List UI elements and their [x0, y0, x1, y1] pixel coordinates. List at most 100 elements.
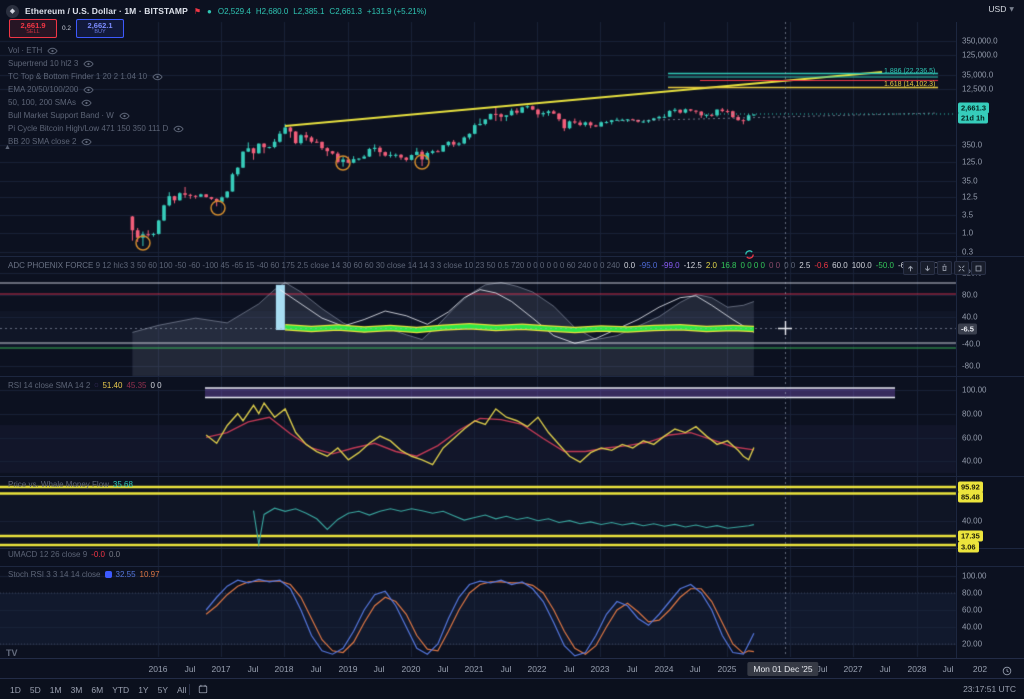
scale-label: 125,000.0	[962, 50, 998, 60]
rsi-pane-title: RSI 14 close SMA 14 2	[8, 381, 91, 390]
legend-collapse-button[interactable]: ▲	[4, 144, 11, 151]
legend-item[interactable]: Bull Market Support Band · W	[8, 109, 184, 122]
indicator-value: 0 0	[784, 261, 796, 270]
time-axis-label: 2024	[654, 664, 674, 674]
adc-pane-header[interactable]: ADC PHOENIX FORCE 9 12 hlc3 3 50 60 100 …	[8, 261, 962, 270]
indicator-value: 35.68	[112, 480, 133, 489]
rsi-pane-header[interactable]: RSI 14 close SMA 14 2 ◌ 51.40 45.35 0 0	[8, 381, 162, 390]
indicator-reload-icon[interactable]	[744, 247, 755, 265]
symbol-header: ◆ Ethereum / U.S. Dollar · 1M · BITSTAMP…	[0, 0, 962, 22]
stoch-icon	[104, 571, 112, 578]
pane-separator[interactable]	[0, 256, 1024, 257]
chevron-down-icon: ▼	[1009, 5, 1014, 13]
crosshair-date-badge: Mon 01 Dec '25	[747, 662, 819, 676]
stoch-pane-header[interactable]: Stoch RSI 3 3 14 14 close 32.55 10.97	[8, 570, 160, 579]
scale-label: 350,000.0	[962, 36, 998, 46]
legend-item[interactable]: Supertrend 10 hl2 3	[8, 57, 184, 70]
time-axis-label: 2022	[527, 664, 547, 674]
ethereum-logo-icon[interactable]: ◆	[6, 4, 19, 18]
time-axis-label: 2021	[464, 664, 484, 674]
open-value: O2,529.4	[217, 6, 251, 16]
legend-item-label: Pi Cycle Bitcoin High/Low 471 150 350 11…	[8, 124, 169, 133]
legend-item[interactable]: Vol · ETH	[8, 44, 184, 57]
legend-item-label: Supertrend 10 hl2 3	[8, 59, 79, 68]
utc-clock[interactable]: 23:17:51 UTC	[963, 684, 1016, 694]
visibility-eye-icon[interactable]	[119, 112, 130, 120]
range-button-3m[interactable]: 3M	[70, 684, 83, 695]
time-axis-label: 2023	[590, 664, 610, 674]
clock-icon[interactable]	[1002, 663, 1012, 681]
time-axis-label: Jul	[310, 664, 322, 674]
pane-separator[interactable]	[0, 566, 1024, 567]
change-value: +131.9 (+5.21%)	[366, 6, 427, 16]
collapse-pane-button[interactable]	[954, 261, 969, 275]
scale-label: 0.3	[962, 247, 974, 257]
fib-level-label: 1.618 (14,102.3)	[884, 81, 936, 88]
visibility-eye-icon[interactable]	[152, 73, 163, 81]
legend-item[interactable]: TC Top & Bottom Finder 1 20 2 1.04 10	[8, 70, 184, 83]
symbol-title[interactable]: Ethereum / U.S. Dollar · 1M · BITSTAMP	[25, 6, 188, 16]
range-button-5d[interactable]: 5D	[29, 684, 41, 695]
go-to-date-icon[interactable]	[198, 681, 208, 699]
scale-label: 12,500.0	[962, 84, 994, 94]
whale-pane-values: 35.68	[113, 480, 133, 489]
scale-label: 80.00	[962, 409, 983, 419]
indicator-value: 0 0	[150, 381, 162, 390]
currency-select[interactable]: USD ▼	[988, 4, 1014, 14]
stoch-pane-values: 32.55 10.97	[116, 570, 160, 579]
indicator-value: 16.8	[720, 261, 737, 270]
buy-button[interactable]: 2,662.1 BUY	[76, 19, 125, 38]
move-pane-up-button[interactable]	[903, 261, 918, 275]
move-pane-down-button[interactable]	[920, 261, 935, 275]
scale-label: 40.0	[962, 312, 978, 322]
visibility-eye-icon[interactable]	[47, 47, 58, 55]
legend-item[interactable]: 50, 100, 200 SMAs	[8, 96, 184, 109]
indicator-value: 100.0	[851, 261, 872, 270]
range-button-1d[interactable]: 1D	[10, 684, 21, 695]
current-price-badge: 2,661.3	[958, 102, 990, 114]
time-axis-label: 2016	[148, 664, 168, 674]
legend-item[interactable]: BB 20 SMA close 2	[8, 135, 184, 148]
legend-item-label: BB 20 SMA close 2	[8, 137, 77, 146]
visibility-eye-icon[interactable]	[81, 138, 93, 146]
tradingview-logo[interactable]: TV	[6, 648, 18, 658]
time-axis[interactable]: Mon 01 Dec '25 2016 Jul 2017 Jul 2018 Jul 2019…	[0, 658, 1024, 679]
range-button-all[interactable]: All	[177, 684, 187, 695]
buy-label: BUY	[94, 29, 106, 35]
umacd-pane-values: -0.0 0.0	[91, 550, 120, 559]
range-button-1y[interactable]: 1Y	[138, 684, 149, 695]
time-axis-label: Jul	[184, 664, 196, 674]
stoch-pane-title: Stoch RSI 3 3 14 14 close	[8, 570, 101, 579]
scale-label: 60.00	[962, 433, 983, 443]
whale-level-badge-4: 3.06	[958, 541, 979, 553]
legend-item[interactable]: Pi Cycle Bitcoin High/Low 471 150 350 11…	[8, 122, 184, 135]
range-button-1m[interactable]: 1M	[49, 684, 62, 695]
pane-controls	[903, 261, 986, 275]
flag-icon[interactable]: ⚑	[193, 6, 202, 16]
scale-label: 35.0	[962, 176, 978, 186]
range-button-6m[interactable]: 6M	[91, 684, 104, 695]
delete-pane-button[interactable]	[937, 261, 952, 275]
visibility-eye-icon[interactable]	[173, 125, 184, 133]
indicator-legend: Vol · ETH Supertrend 10 hl2 3 TC Top & Bot…	[8, 44, 184, 148]
indicator-value: 0 0	[768, 261, 781, 270]
pane-separator[interactable]	[0, 376, 1024, 377]
scale-label: 60.00	[962, 605, 983, 615]
visibility-eye-icon[interactable]	[83, 86, 94, 94]
pane-separator[interactable]	[0, 548, 1024, 549]
time-axis-label: 2025	[717, 664, 737, 674]
toolbar-divider	[189, 684, 191, 695]
scale-label: 40.00	[962, 622, 983, 632]
range-button-5y[interactable]: 5Y	[157, 684, 168, 695]
time-axis-label: Jul	[879, 664, 891, 674]
maximize-pane-button[interactable]	[971, 261, 986, 275]
sell-button[interactable]: 2,661.9 SELL	[9, 19, 57, 38]
whale-pane-header[interactable]: Price vs. Whale Money Flow 35.68	[8, 480, 133, 489]
range-button-ytd[interactable]: YTD	[112, 684, 130, 695]
visibility-eye-icon[interactable]	[83, 60, 94, 68]
legend-item[interactable]: EMA 20/50/100/200	[8, 83, 184, 96]
umacd-pane-header[interactable]: UMACD 12 26 close 9 -0.0 0.0	[8, 550, 120, 559]
pane-separator[interactable]	[0, 476, 1024, 477]
visibility-eye-icon[interactable]	[81, 99, 92, 107]
